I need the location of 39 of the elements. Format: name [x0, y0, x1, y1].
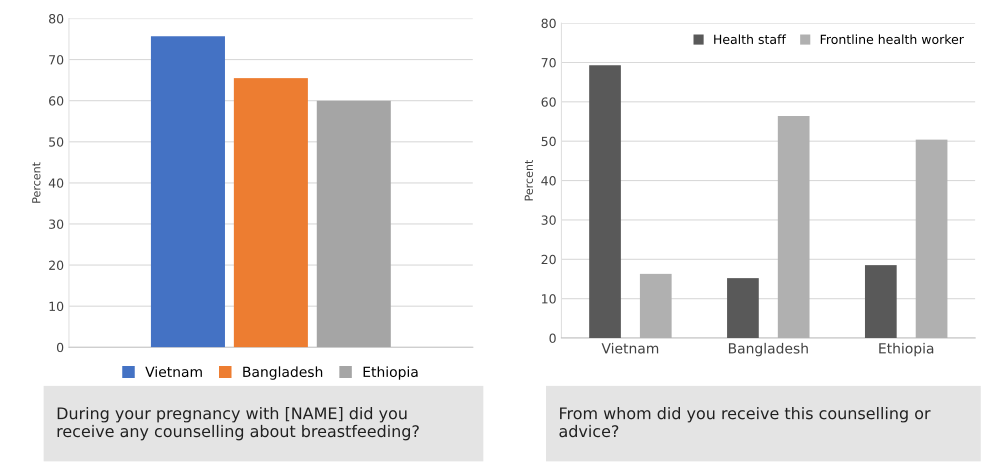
legend-label: Vietnam	[145, 366, 202, 378]
bar	[864, 265, 897, 338]
y-tick-label: 50	[49, 137, 64, 147]
y-tick-label: 30	[542, 215, 556, 225]
legend-label: Frontline health worker	[820, 34, 964, 44]
y-tick-label: 10	[542, 294, 556, 304]
y-tick-label: 20	[49, 260, 64, 270]
y-tick-label: 0	[56, 342, 64, 352]
y-tick-label: 60	[49, 96, 64, 106]
bar	[778, 116, 810, 338]
y-tick-label: 40	[541, 176, 556, 186]
y-axis-title: Percent	[524, 160, 533, 200]
y-tick-label: 40	[48, 178, 64, 188]
x-tick-label: Bangladesh	[728, 342, 808, 356]
y-tick-label: 0	[549, 333, 556, 343]
x-tick-label: Vietnam	[602, 342, 658, 354]
y-tick-label: 70	[542, 58, 556, 68]
y-tick-label: 50	[542, 136, 556, 146]
bar	[916, 140, 948, 338]
bar	[589, 65, 621, 338]
y-tick-label: 30	[49, 219, 64, 229]
bar	[150, 36, 225, 348]
y-axis-title: Percent	[32, 162, 40, 203]
y-tick-label: 60	[542, 97, 556, 107]
bar	[234, 78, 308, 348]
x-tick-label: Ethiopia	[879, 342, 934, 356]
text: During your pregnancy with [NAME] did you receive any counselling about breastfeeding?	[58, 406, 419, 440]
y-tick-label: 80	[49, 14, 64, 24]
y-tick-label: 20	[542, 254, 556, 264]
legend-label: Health staff	[714, 34, 786, 44]
bar	[727, 278, 759, 338]
bar	[316, 100, 391, 348]
legend-label: Ethiopia	[364, 366, 418, 380]
y-tick-label: 70	[49, 55, 64, 65]
y-tick-label: 10	[50, 302, 64, 312]
y-tick-label: 80	[542, 18, 556, 28]
legend-label: Bangladesh	[243, 366, 322, 380]
bar	[640, 274, 672, 338]
text: From whom did you receive this counselling or advice?	[559, 406, 931, 438]
